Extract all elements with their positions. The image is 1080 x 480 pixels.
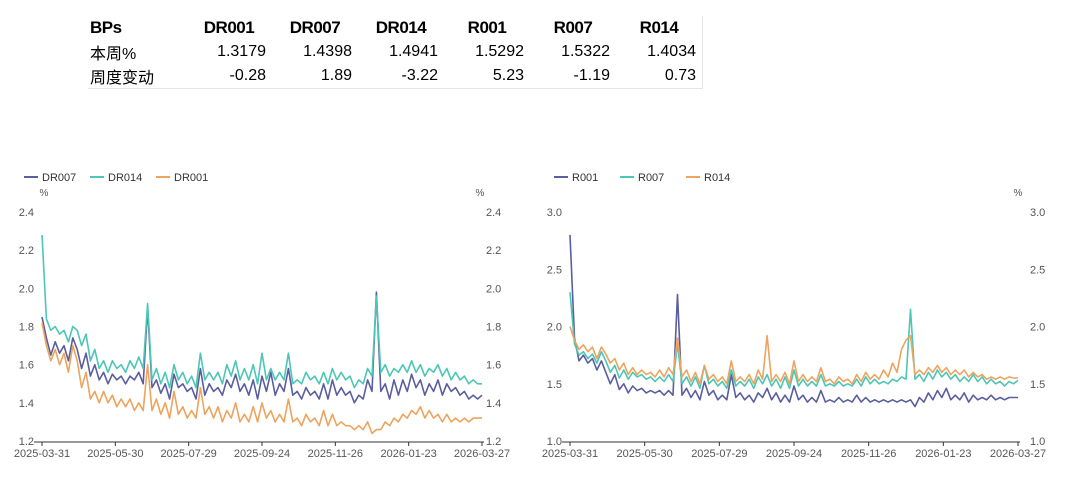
x-tick-label: 2025-11-26	[308, 448, 363, 460]
legend-label: R001	[572, 172, 598, 184]
x-tick-label: 2025-05-30	[617, 448, 673, 460]
x-tick-label: 2025-03-31	[542, 448, 598, 460]
y-tick-label-left: 1.6	[19, 360, 34, 372]
table-cell: 1.3179	[217, 43, 266, 60]
dr-rates-chart: 1.2 1.2 1.4 1.4 1.6 1.6 1.8 1.8 2.0 2.0 2.2 2.2 2.4 2…	[14, 172, 510, 460]
y-tick-label-left: 2.0	[547, 322, 562, 334]
legend-label: DR014	[108, 172, 142, 184]
y-tick-label-left: 2.2	[19, 245, 34, 257]
stats-header-cell: R001	[467, 18, 507, 37]
table-cell: 1.89	[320, 67, 352, 84]
table-cell: -3.22	[401, 67, 438, 84]
y-tick-label-left: 1.5	[547, 379, 562, 391]
y-tick-label-left: 2.5	[547, 264, 562, 276]
series-line-r007	[569, 292, 1019, 390]
table-cell: -1.19	[573, 67, 610, 84]
stats-header-cell: BPs	[90, 18, 122, 37]
y-tick-label-right: 1.4	[486, 398, 501, 410]
x-tick-label: 2025-09-24	[766, 448, 822, 460]
y-tick-label-right: 2.0	[486, 283, 501, 295]
stats-table: BPs DR001 DR007 DR014 R001 R007 R014 本周%…	[88, 16, 703, 89]
table-cell: 1.5322	[561, 43, 610, 60]
y-tick-label-right: 3.0	[1030, 207, 1045, 219]
y-tick-label-left: 1.8	[19, 322, 34, 334]
table-row: 周度变动 -0.28 1.89 -3.22 5.23 -1.19 0.73	[88, 64, 703, 89]
x-tick-label: 2025-07-29	[691, 448, 747, 460]
y-tick-label-right: 1.6	[486, 360, 501, 372]
row-label: 本周%	[90, 46, 137, 63]
series-line-r001	[569, 234, 1018, 408]
x-tick-label: 2025-05-30	[87, 448, 143, 460]
x-tick-label: 2026-01-23	[915, 448, 971, 460]
table-cell: 1.4941	[389, 43, 438, 60]
table-cell: 5.23	[492, 67, 524, 84]
y-tick-label-left: 2.0	[19, 283, 34, 295]
legend-label: R007	[638, 172, 664, 184]
y-tick-label-left: 3.0	[547, 207, 562, 219]
table-cell: 0.73	[664, 67, 696, 84]
table-cell: 1.5292	[475, 43, 524, 60]
y-tick-label-right: 1.2	[486, 436, 501, 448]
table-cell: 1.4398	[303, 43, 352, 60]
x-tick-label: 2026-03-27	[990, 448, 1046, 460]
x-tick-label: 2026-03-27	[454, 448, 510, 460]
x-tick-label: 2025-03-31	[14, 448, 70, 460]
y-tick-label-right: 2.0	[1030, 322, 1045, 334]
row-label: 周度变动	[90, 70, 155, 87]
y-tick-label-right: 2.2	[486, 245, 501, 257]
x-tick-label: 2026-01-23	[381, 448, 437, 460]
y-tick-label-left: 1.2	[19, 436, 34, 448]
y-tick-label-left: 1.0	[547, 436, 562, 448]
legend-label: R014	[704, 172, 730, 184]
stats-header-cell: DR014	[375, 18, 427, 37]
series-line-r014	[569, 326, 1018, 385]
stats-header-cell: DR001	[203, 18, 255, 37]
series-line-dr001	[41, 322, 482, 435]
legend-label: DR001	[174, 172, 208, 184]
stats-header-cell: R007	[553, 18, 593, 37]
y-tick-label-right: 1.0	[1030, 436, 1045, 448]
y-tick-label-right: 1.8	[486, 322, 501, 334]
unit-label-left: %	[40, 188, 49, 199]
series-line-dr007	[41, 291, 483, 404]
table-row: 本周% 1.3179 1.4398 1.4941 1.5292 1.5322 1…	[88, 40, 703, 64]
y-tick-label-right: 2.5	[1030, 264, 1045, 276]
table-cell: 1.4034	[647, 43, 696, 60]
r-rates-chart: 1.0 1.0 1.5 1.5 2.0 2.0 2.5 2.5 3.0 3.0% 2025-03-3…	[542, 172, 1046, 460]
unit-label-right: %	[1014, 188, 1023, 199]
x-tick-label: 2025-11-26	[841, 448, 896, 460]
series-line-dr014	[41, 234, 482, 389]
y-tick-label-right: 1.5	[1030, 379, 1045, 391]
legend-label: DR007	[42, 172, 76, 184]
y-tick-label-left: 2.4	[19, 207, 34, 219]
table-cell: -0.28	[229, 67, 266, 84]
x-tick-label: 2025-09-24	[234, 448, 290, 460]
y-tick-label-right: 2.4	[486, 207, 501, 219]
stats-header-row: BPs DR001 DR007 DR014 R001 R007 R014	[88, 16, 703, 40]
stats-header-cell: DR007	[289, 18, 341, 37]
x-tick-label: 2025-07-29	[161, 448, 217, 460]
y-tick-label-left: 1.4	[19, 398, 34, 410]
stats-header-cell: R014	[639, 18, 679, 37]
unit-label-right: %	[476, 188, 485, 199]
